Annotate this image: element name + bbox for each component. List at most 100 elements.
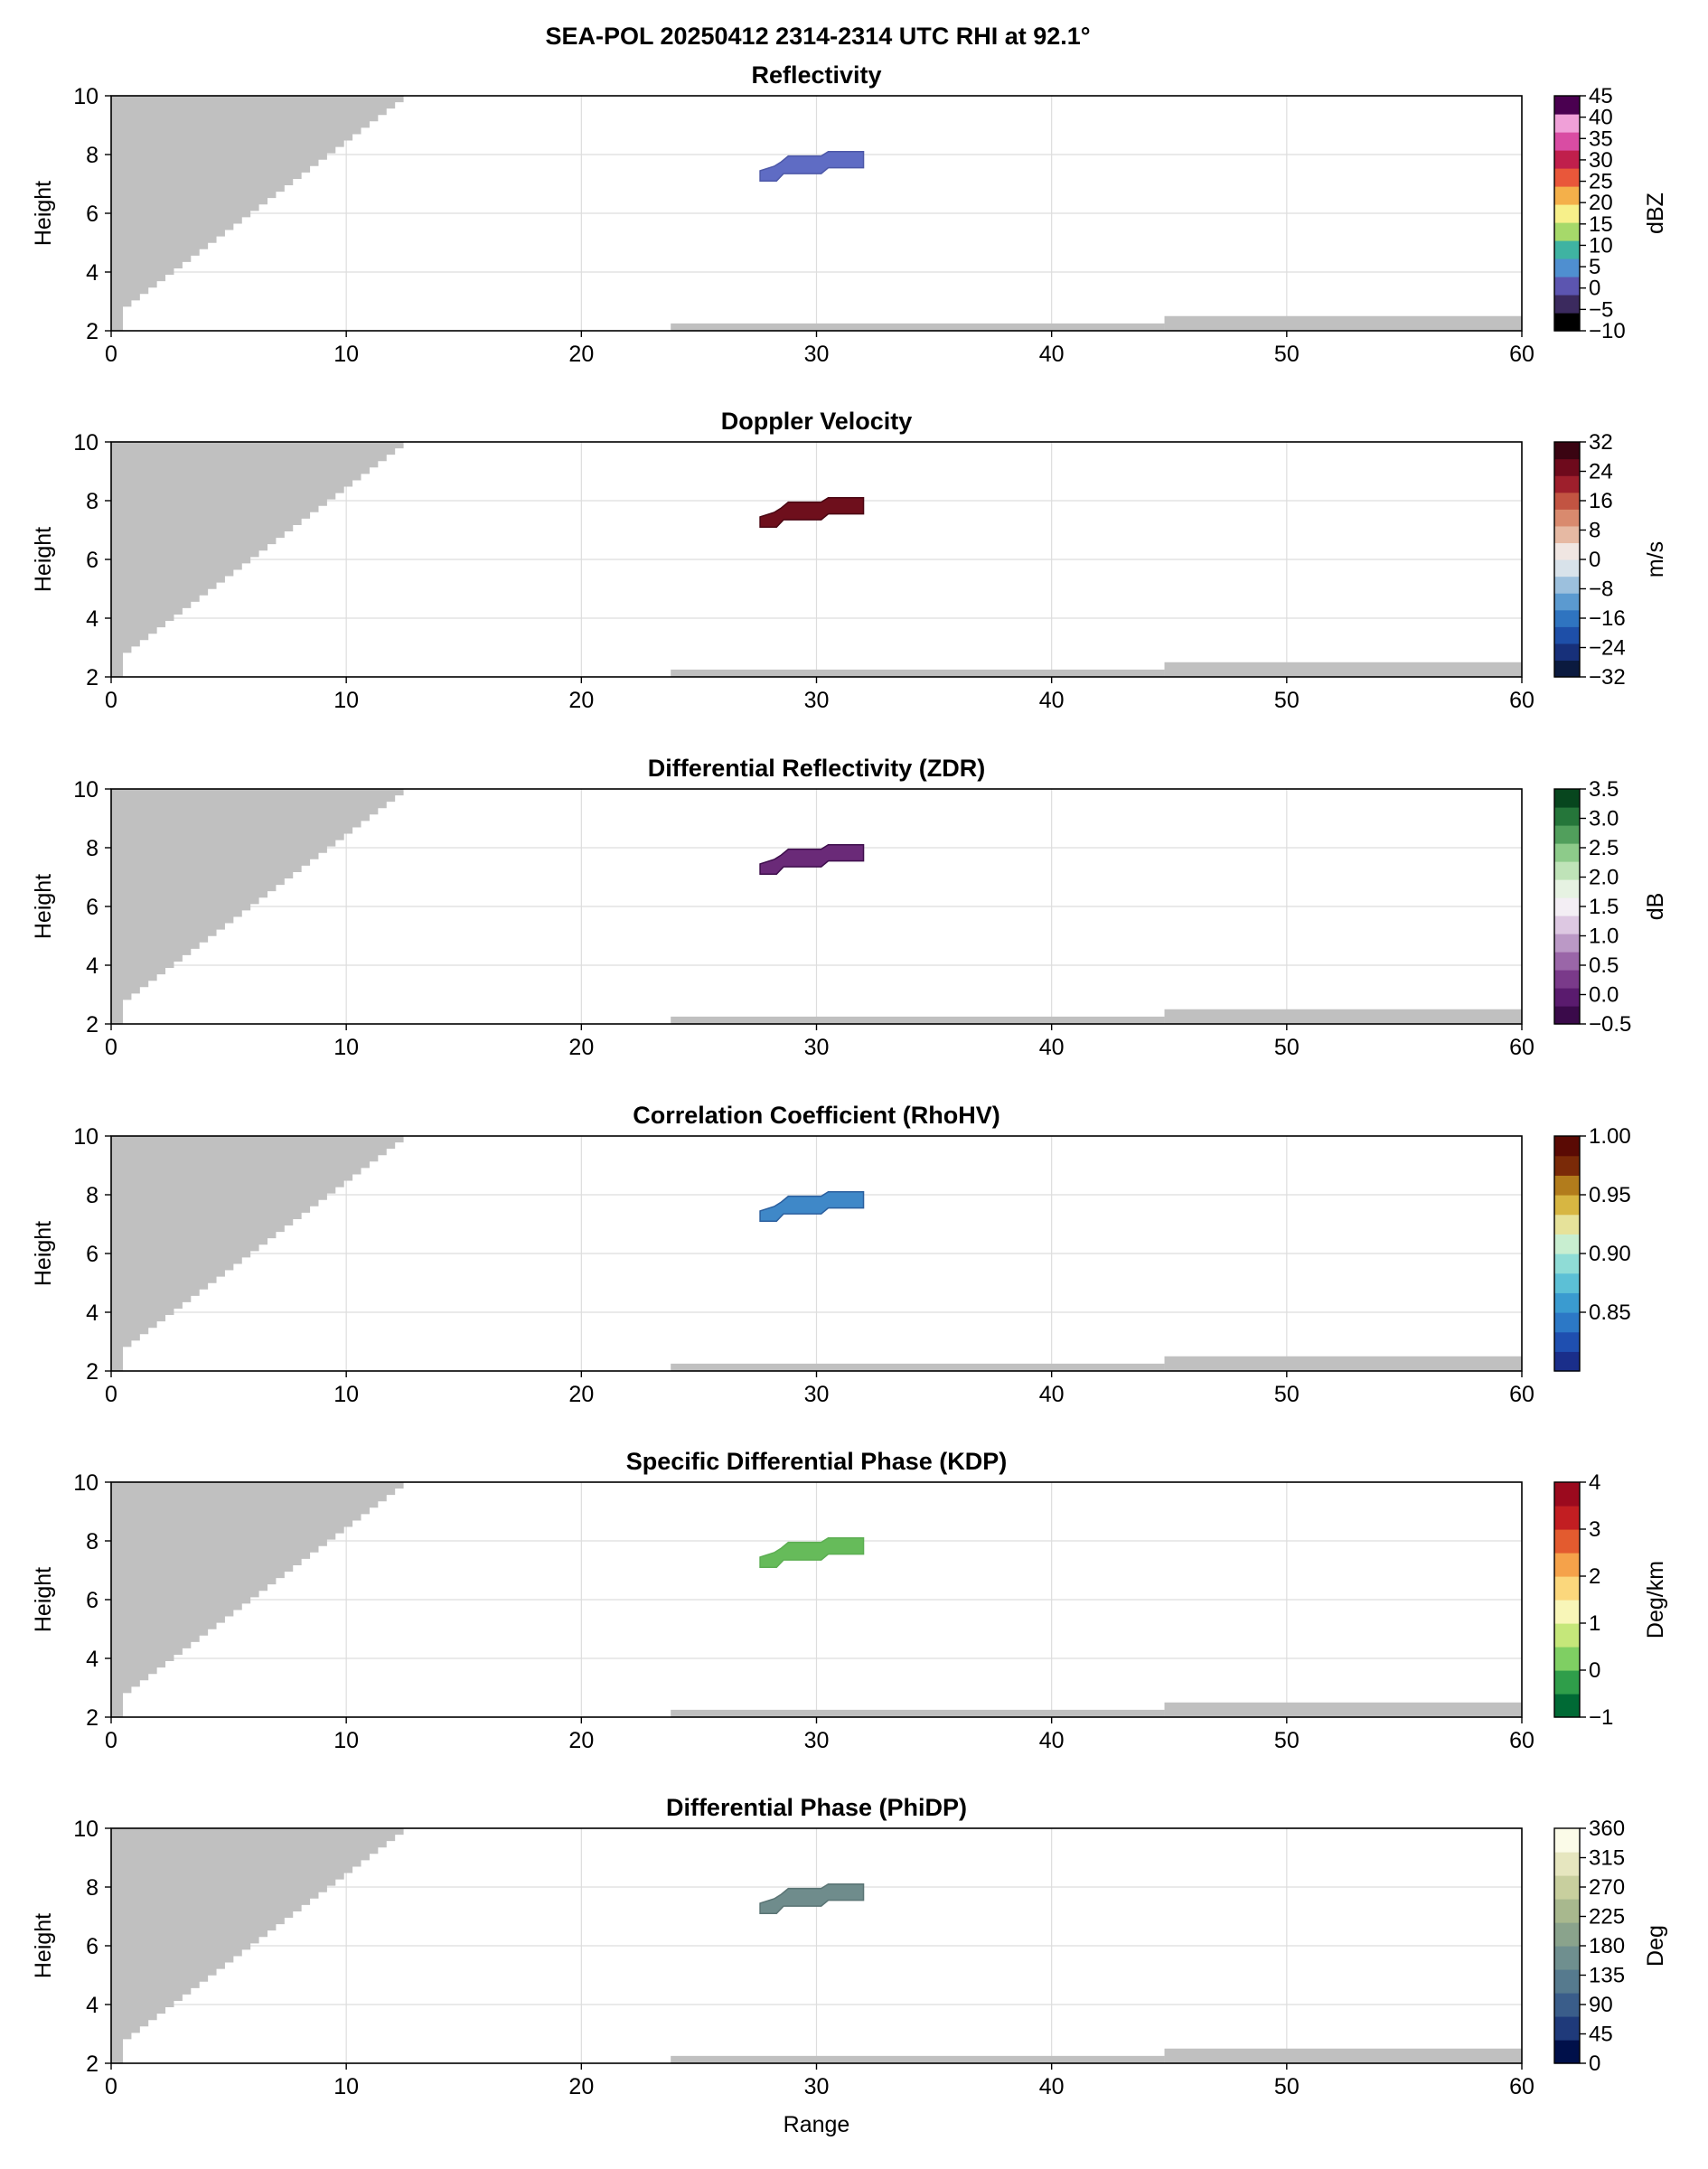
figure-suptitle: SEA-POL 20250412 2314-2314 UTC RHI at 92…: [545, 23, 1090, 50]
colorbar-frame: [1553, 1481, 1581, 1718]
ground-mask-near: [671, 1363, 1165, 1371]
colorbar-tick-label: 90: [1589, 1993, 1613, 2017]
colorbar-tick-label: 0.85: [1589, 1300, 1631, 1325]
colorbar-segment: [1554, 1292, 1580, 1313]
colorbar-segment: [1554, 952, 1580, 971]
colorbar-tick-label: 32: [1589, 430, 1613, 455]
colorbar-tick-label: −8: [1589, 577, 1613, 602]
x-tick-label: 20: [568, 1728, 594, 1753]
colorbar-segment: [1554, 626, 1580, 644]
panel-3: Differential Reflectivity (ZDR)0 10 20 30 40…: [31, 755, 1668, 1060]
x-tick-label: 40: [1039, 2074, 1065, 2099]
colorbar-segment: [1554, 1195, 1580, 1216]
colorbar-segment: [1554, 313, 1580, 332]
colorbar-tick-label: 3.5: [1589, 777, 1619, 802]
x-tick-label: 30: [804, 1035, 830, 1060]
colorbar-segment: [1554, 1852, 1580, 1876]
colorbar-segment: [1554, 1600, 1580, 1624]
colorbar-segment: [1554, 475, 1580, 493]
y-tick-label: 10: [73, 430, 99, 455]
colorbar-tick-label: 15: [1589, 212, 1613, 237]
colorbar-segment: [1554, 1969, 1580, 1994]
x-tick-label: 30: [804, 1728, 830, 1753]
panel-title: Differential Reflectivity (ZDR): [648, 755, 986, 782]
colorbar-tick-label: 3: [1589, 1517, 1600, 1542]
colorbar-tick-label: −24: [1589, 636, 1626, 661]
colorbar-segment: [1554, 861, 1580, 880]
colorbar-tick-label: 45: [1589, 2023, 1613, 2047]
colorbar-tick-label: 225: [1589, 1905, 1625, 1930]
ground-mask-far: [1164, 1009, 1522, 1024]
colorbar-segment: [1554, 934, 1580, 953]
x-tick-label: 30: [804, 688, 830, 713]
x-tick-label: 10: [333, 1035, 359, 1060]
x-tick-label: 20: [568, 2074, 594, 2099]
y-tick-label: 4: [86, 1300, 99, 1326]
colorbar-segment: [1554, 525, 1580, 544]
colorbar-segment: [1554, 1312, 1580, 1333]
colorbar-tick-label: −10: [1589, 319, 1626, 343]
colorbar-segment: [1554, 277, 1580, 296]
colorbar-tick-label: 1.5: [1589, 895, 1619, 919]
colorbar-tick-label: 0.0: [1589, 983, 1619, 1008]
colorbar-segment: [1554, 542, 1580, 560]
colorbar-segment: [1554, 643, 1580, 662]
y-tick-label: 4: [86, 260, 99, 286]
colorbar-tick-label: 16: [1589, 489, 1613, 513]
colorbar-label: dB: [1643, 893, 1668, 921]
colorbar-tick-label: 4: [1589, 1470, 1600, 1495]
colorbar-segment: [1554, 458, 1580, 476]
colorbar-segment: [1554, 222, 1580, 241]
x-tick-label: 30: [804, 342, 830, 367]
y-axis-label: Height: [31, 1913, 56, 1978]
y-tick-label: 2: [86, 1359, 99, 1385]
x-tick-label: 60: [1509, 688, 1534, 713]
colorbar-segment: [1554, 132, 1580, 151]
colorbar-tick-label: −0.5: [1589, 1012, 1631, 1037]
x-tick-label: 60: [1509, 1382, 1534, 1407]
ground-mask-far: [1164, 315, 1522, 331]
x-tick-label: 50: [1274, 1035, 1300, 1060]
colorbar-segment: [1554, 1254, 1580, 1274]
colorbar-tick-label: 24: [1589, 460, 1613, 484]
colorbar-tick-label: −1: [1589, 1705, 1613, 1730]
panel-title: Reflectivity: [751, 61, 881, 89]
panel-4: Correlation Coefficient (RhoHV)0 10 20 30 40…: [31, 1102, 1631, 1407]
x-tick-label: 10: [333, 2074, 359, 2099]
y-tick-label: 2: [86, 2052, 99, 2077]
x-tick-label: 30: [804, 1382, 830, 1407]
colorbar-segment: [1554, 879, 1580, 898]
y-tick-label: 6: [86, 1934, 99, 1959]
x-tick-label: 0: [105, 688, 117, 713]
colorbar-tick-label: 0.5: [1589, 953, 1619, 978]
x-tick-label: 40: [1039, 1035, 1065, 1060]
colorbar-tick-label: 20: [1589, 191, 1613, 215]
terrain-mask: [111, 1136, 413, 1371]
colorbar-segment: [1554, 660, 1580, 678]
colorbar-segment: [1554, 1576, 1580, 1601]
x-tick-label: 20: [568, 688, 594, 713]
colorbar-segment: [1554, 609, 1580, 627]
colorbar-segment: [1554, 970, 1580, 989]
y-tick-label: 10: [73, 777, 99, 803]
y-tick-label: 8: [86, 143, 99, 168]
colorbar-segment: [1554, 843, 1580, 862]
y-tick-label: 4: [86, 1647, 99, 1672]
y-tick-label: 6: [86, 548, 99, 573]
colorbar: 1.00 0.95 0.90 0.85: [1553, 1124, 1631, 1372]
colorbar-tick-label: 0: [1589, 548, 1600, 572]
x-axis-label: Range: [784, 2112, 850, 2137]
colorbar-tick-label: 10: [1589, 233, 1613, 258]
colorbar-tick-label: 45: [1589, 84, 1613, 108]
colorbar-segment: [1554, 1234, 1580, 1254]
colorbar-tick-label: 360: [1589, 1817, 1625, 1841]
echo-region: [759, 844, 865, 875]
y-tick-label: 4: [86, 1993, 99, 2018]
colorbar-tick-label: 30: [1589, 148, 1613, 173]
x-tick-label: 10: [333, 342, 359, 367]
echo-region: [759, 1191, 865, 1222]
x-tick-label: 60: [1509, 342, 1534, 367]
y-tick-label: 6: [86, 1242, 99, 1267]
